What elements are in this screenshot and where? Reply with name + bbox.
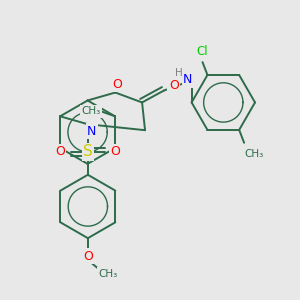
Text: S: S	[83, 145, 93, 160]
Text: H: H	[175, 68, 183, 78]
Text: CH₃: CH₃	[98, 269, 117, 279]
Text: O: O	[55, 146, 65, 158]
Text: O: O	[111, 146, 121, 158]
Text: CH₃: CH₃	[244, 149, 264, 159]
Text: O: O	[83, 250, 93, 262]
Text: N: N	[183, 73, 192, 86]
Text: O: O	[169, 79, 179, 92]
Text: N: N	[87, 125, 97, 138]
Text: Cl: Cl	[197, 45, 208, 58]
Text: CH₃: CH₃	[82, 106, 101, 116]
Text: O: O	[112, 78, 122, 91]
